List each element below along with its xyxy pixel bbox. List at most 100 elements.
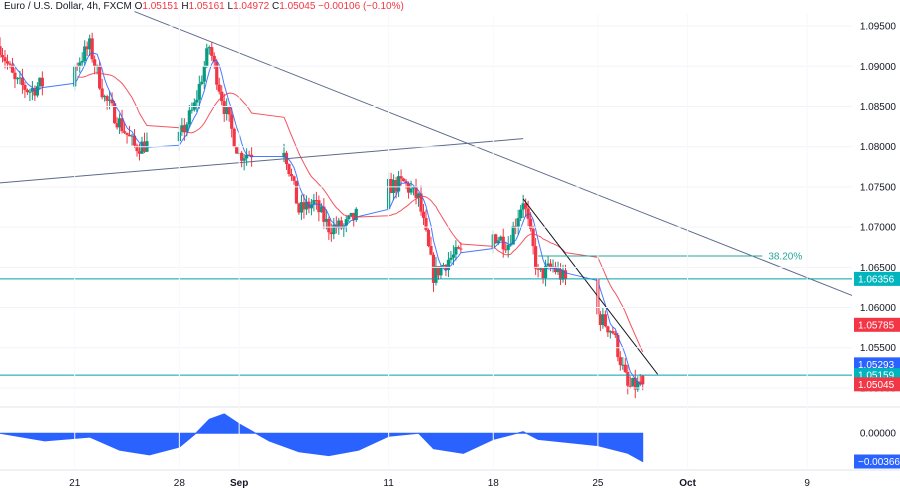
candle-body [319, 206, 323, 213]
y-tick-label: 1.07500 [860, 182, 897, 193]
candle-body [556, 269, 560, 273]
candle-body [112, 103, 117, 124]
candle-body [0, 55, 5, 58]
candle-body [314, 200, 318, 202]
candle-body [78, 62, 82, 67]
candle-body [103, 96, 107, 98]
candle-body [40, 77, 44, 87]
candle-body [546, 263, 550, 266]
candle-body [543, 265, 548, 279]
candle-body [182, 125, 186, 133]
candles [0, 32, 645, 399]
open-label: O [134, 1, 143, 12]
candle-body [85, 46, 89, 50]
x-tick-label: 21 [69, 478, 81, 489]
candle-body [344, 219, 348, 226]
candle-body [504, 249, 508, 251]
oscillator-pane: 0.00000 −0.00366 [0, 413, 900, 469]
x-tick-label: Oct [679, 478, 696, 489]
candle-body [636, 381, 640, 390]
osc-value-tag [854, 454, 900, 469]
y-tick-label: 1.09500 [860, 22, 897, 33]
candle-body [419, 193, 423, 212]
candle-body [122, 131, 127, 133]
candle-body [210, 47, 214, 56]
candle-body [120, 118, 124, 132]
candle-body [222, 101, 226, 114]
candle-body [20, 77, 25, 86]
candle-body [195, 99, 199, 103]
candle-body [628, 385, 632, 387]
candle-body [232, 128, 236, 147]
candle-body [100, 88, 104, 98]
ma-fast-line [12, 52, 643, 385]
candle-body [416, 193, 421, 198]
candle-body [88, 38, 92, 50]
y-tick-label: 1.05500 [860, 343, 897, 354]
candle-body [110, 99, 114, 104]
candle-body [454, 247, 458, 255]
candle-body [317, 200, 321, 213]
candle-body [5, 61, 10, 64]
legend-header: Euro / U.S. Dollar, 4h, FXCM O1.05151 H1… [4, 1, 404, 12]
candle-body [8, 63, 12, 65]
candle-body [312, 200, 316, 205]
candle-body [235, 146, 239, 154]
candle-body [501, 236, 505, 250]
candle-body [125, 132, 129, 135]
trendline [522, 198, 659, 375]
candle-body [399, 176, 403, 179]
low-value: 1.04972 [233, 1, 270, 12]
candle-body [13, 72, 17, 80]
candle-body [197, 84, 201, 100]
candle-body [302, 202, 306, 210]
candle-body [509, 244, 513, 246]
candle-body [436, 266, 441, 276]
candle-body [108, 99, 112, 101]
candle-body [563, 270, 568, 279]
price-tag [854, 377, 900, 392]
candle-body [33, 88, 37, 96]
candle-body [185, 124, 189, 133]
candle-body [98, 65, 102, 89]
candle-body [332, 224, 336, 235]
candle-body [536, 268, 540, 270]
candle-body [519, 209, 523, 219]
close-label: C [272, 1, 280, 12]
osc-value-label: −0.00366 [858, 457, 900, 468]
candle-body [15, 78, 20, 80]
candle-body [534, 246, 538, 269]
candle-body [304, 201, 309, 210]
candle-body [608, 331, 612, 333]
candle-body [511, 225, 515, 245]
candle-body [220, 91, 224, 102]
candle-body [207, 47, 211, 49]
candle-body [431, 254, 436, 283]
price-tag [854, 317, 900, 332]
symbol-title[interactable]: Euro / U.S. Dollar, 4h, FXCM [4, 1, 132, 12]
candle-body [496, 240, 500, 244]
y-tick-label: 1.08500 [860, 102, 897, 113]
candle-body [83, 46, 87, 61]
candle-body [434, 266, 438, 283]
oscillator-area [0, 413, 644, 463]
candle-body [329, 232, 333, 235]
candle-body [631, 377, 635, 386]
candle-body [601, 314, 605, 325]
price-axis[interactable]: 1.09500 1.09000 1.08500 1.08000 1.07500 1.070… [0, 22, 896, 395]
candle-body [230, 114, 234, 129]
candle-body [524, 203, 528, 209]
candle-body [93, 59, 97, 67]
candle-body [621, 364, 625, 366]
y-tick-label: 1.09000 [860, 62, 897, 73]
candle-body [623, 364, 627, 373]
candle-body [105, 96, 109, 101]
candle-body [441, 264, 446, 267]
change-value: −0.00106 (−0.10%) [318, 1, 404, 12]
candle-body [429, 246, 433, 255]
candle-body [347, 215, 351, 220]
price-tag [854, 357, 900, 372]
time-axis[interactable]: 21 28 Sep 11 18 25 Oct 9 [69, 14, 810, 489]
x-tick-label: Sep [230, 478, 248, 489]
